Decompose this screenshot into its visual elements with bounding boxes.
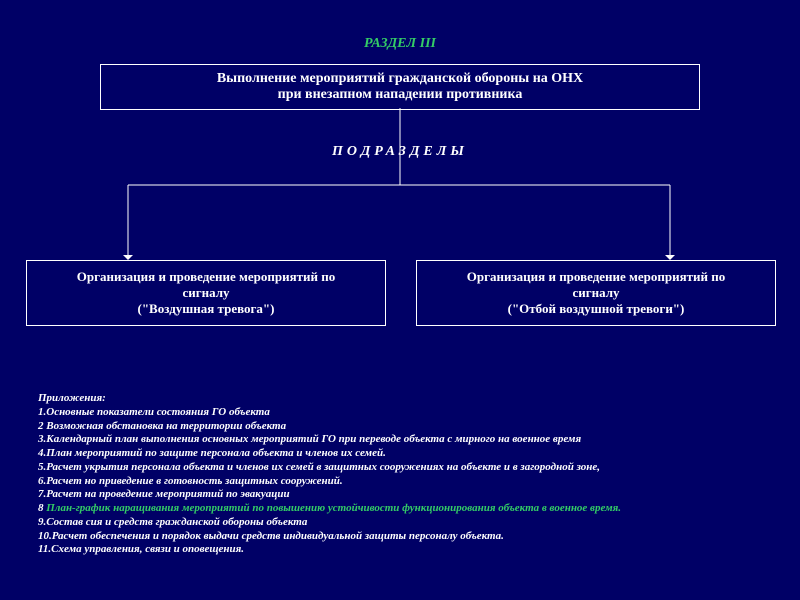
appendix-item: 11.Схема управления, связи и оповещения. xyxy=(38,543,768,557)
sub-left-line1: Организация и проведение мероприятий по xyxy=(35,269,377,285)
section-title: РАЗДЕЛ III xyxy=(0,36,800,52)
appendix-list: 1.Основные показатели состояния ГО объек… xyxy=(38,406,768,557)
main-box-line1: Выполнение мероприятий гражданской оборо… xyxy=(111,71,689,87)
appendix-item: 6.Расчет но приведение в готовность защи… xyxy=(38,475,768,489)
appendix-item: 7.Расчет на проведение мероприятий по эв… xyxy=(38,488,768,502)
appendix-item: 9.Состав сия и средств гражданской оборо… xyxy=(38,516,768,530)
appendix-item: 8 План-график наращивания мероприятий по… xyxy=(38,502,768,516)
sub-section-title: ПОДРАЗДЕЛЫ xyxy=(0,144,800,160)
appendix-block: Приложения: 1.Основные показатели состоя… xyxy=(38,392,768,557)
appendix-header: Приложения: xyxy=(38,392,768,406)
sub-left-line2: сигналу xyxy=(35,285,377,301)
sub-box-left: Организация и проведение мероприятий по … xyxy=(26,260,386,326)
sub-right-line3: ("Отбой воздушной тревоги") xyxy=(425,301,767,317)
sub-box-right: Организация и проведение мероприятий по … xyxy=(416,260,776,326)
appendix-item: 5.Расчет укрытия персонала объекта и чле… xyxy=(38,461,768,475)
sub-right-line1: Организация и проведение мероприятий по xyxy=(425,269,767,285)
sub-right-line2: сигналу xyxy=(425,285,767,301)
appendix-item: 10.Расчет обеспечения и порядок выдачи с… xyxy=(38,530,768,544)
appendix-item: 1.Основные показатели состояния ГО объек… xyxy=(38,406,768,420)
sub-left-line3: ("Воздушная тревога") xyxy=(35,301,377,317)
main-box-line2: при внезапном нападении противника xyxy=(111,87,689,103)
main-box: Выполнение мероприятий гражданской оборо… xyxy=(100,64,700,110)
appendix-item: 4.План мероприятий по защите персонала о… xyxy=(38,447,768,461)
appendix-item: 3.Календарный план выполнения основных м… xyxy=(38,433,768,447)
appendix-item: 2 Возможная обстановка на территории объ… xyxy=(38,420,768,434)
